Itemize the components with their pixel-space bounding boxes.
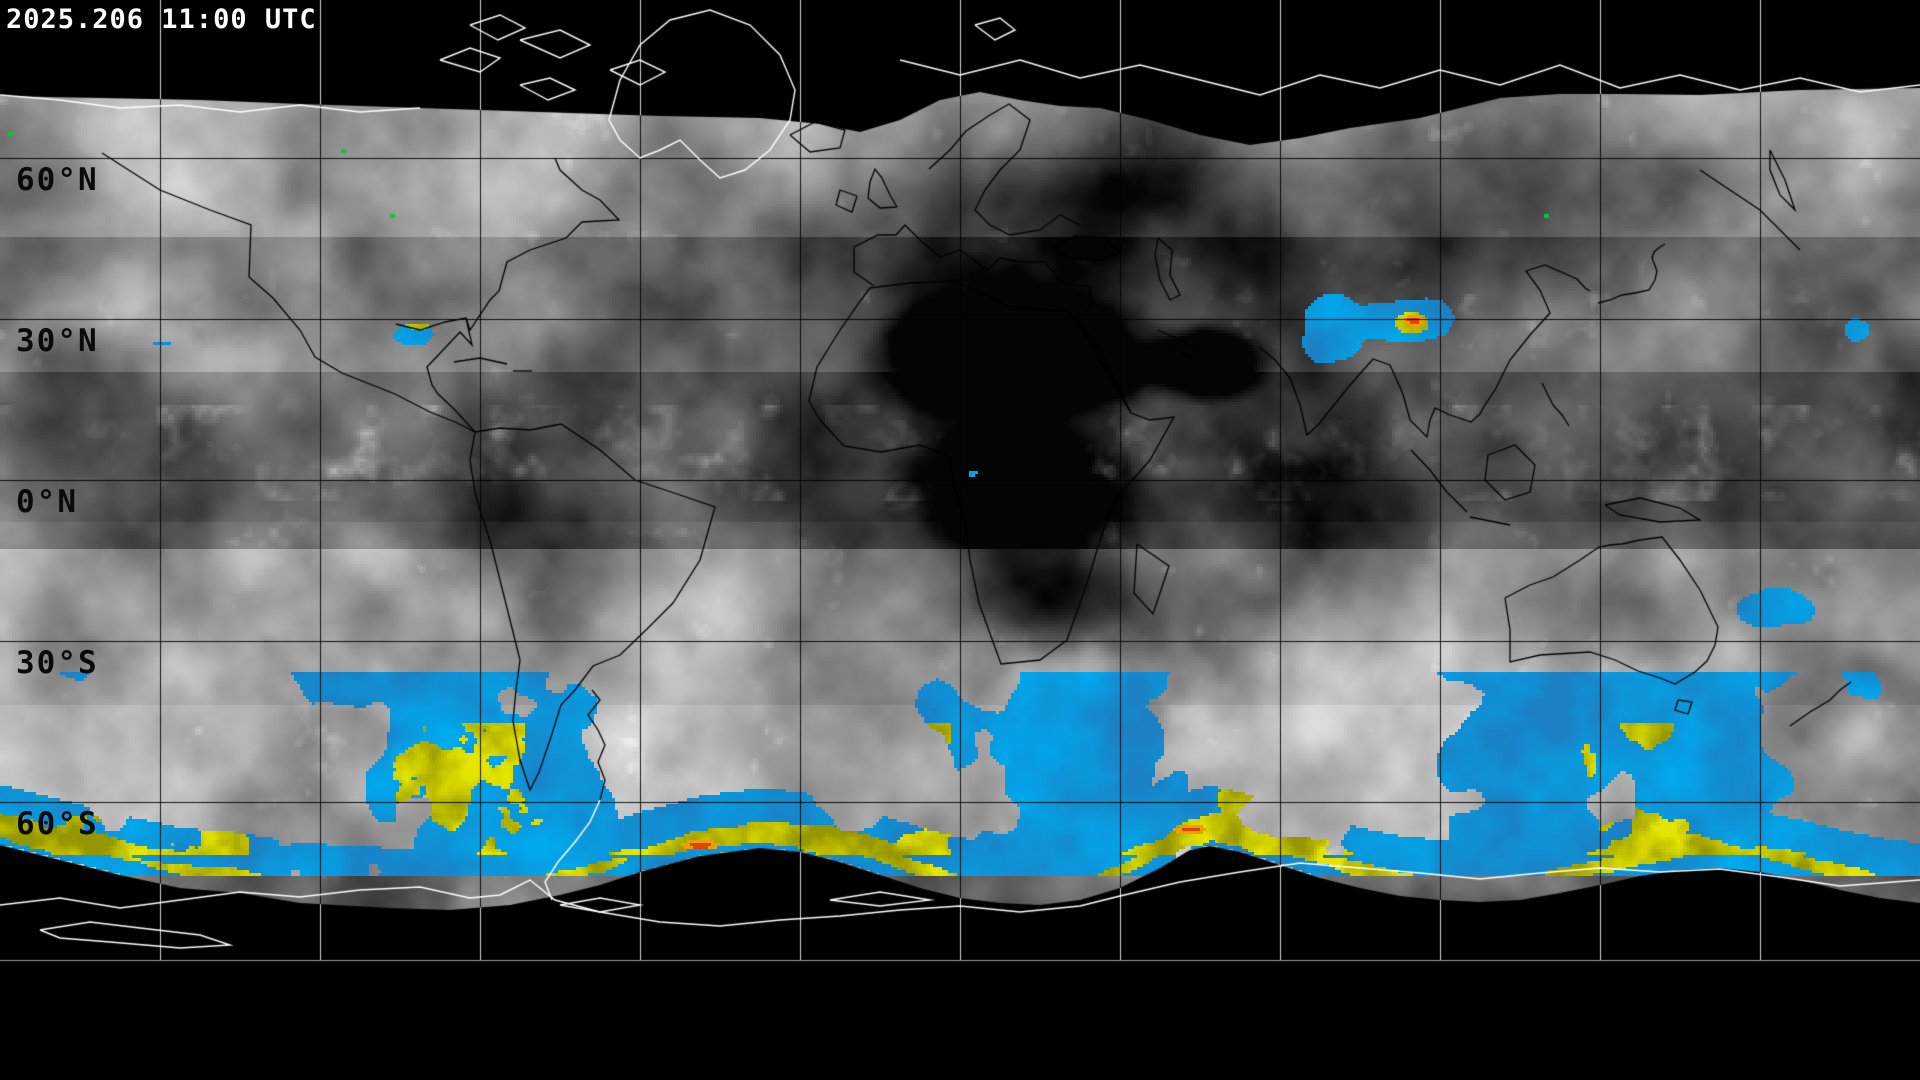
- lat-label-30°N: 30°N: [16, 323, 99, 359]
- timestamp-label: 2025.206 11:00 UTC: [6, 4, 317, 35]
- lat-label-60°N: 60°N: [16, 162, 99, 198]
- lat-label-30°S: 30°S: [16, 645, 99, 681]
- colorbar-legend: 1801902002102202302402502602702802903003…: [0, 963, 1920, 1080]
- lat-label-60°S: 60°S: [16, 806, 99, 842]
- lat-label-0°N: 0°N: [16, 484, 78, 520]
- map-overlay-canvas: [0, 0, 1920, 963]
